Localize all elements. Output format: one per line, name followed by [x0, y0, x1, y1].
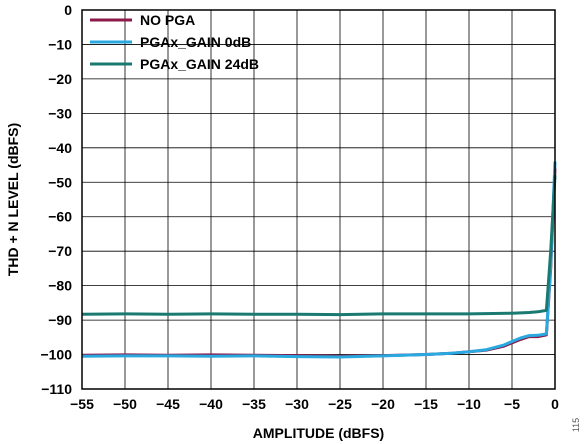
y-tick-label: −20	[48, 71, 72, 87]
y-tick-label: −50	[48, 174, 72, 190]
series-line	[81, 175, 557, 317]
y-tick-label: −10	[48, 36, 72, 52]
x-tick-label: 0	[551, 396, 559, 412]
series-line	[81, 168, 557, 358]
x-tick-label: −20	[371, 396, 395, 412]
x-axis-ticks: −55 −50 −45 −40 −35 −30 −25 −20 −15 −10 −5 0	[70, 396, 559, 412]
x-axis-label: AMPLITUDE (dBFS)	[253, 425, 384, 441]
plot-frame	[81, 9, 556, 390]
legend-label: NO PGA	[140, 12, 195, 28]
legend-label: PGAx_GAIN 0dB	[140, 34, 251, 50]
y-tick-label: −60	[48, 209, 72, 225]
y-tick-label: −70	[48, 243, 72, 259]
y-tick-label: −90	[48, 312, 72, 328]
x-tick-label: −45	[156, 396, 180, 412]
series-lines	[81, 161, 557, 359]
y-axis-ticks: 0 −10 −20 −30 −40 −50 −60 −70 −80 −90 −100 −110	[40, 2, 72, 397]
x-tick-label: −25	[328, 396, 352, 412]
y-tick-label: −100	[40, 347, 72, 363]
x-tick-label: −15	[414, 396, 438, 412]
x-tick-label: −50	[113, 396, 137, 412]
y-tick-label: −80	[48, 278, 72, 294]
y-tick-label: −110	[41, 381, 72, 397]
x-tick-label: −5	[504, 396, 520, 412]
x-tick-label: −40	[199, 396, 223, 412]
x-tick-label: −55	[70, 396, 94, 412]
series-line	[81, 161, 557, 359]
x-tick-label: −30	[285, 396, 309, 412]
x-tick-label: −10	[457, 396, 481, 412]
y-axis-label: THD + N LEVEL (dBFS)	[5, 123, 21, 276]
y-tick-label: −40	[48, 140, 72, 156]
y-tick-label: −30	[48, 105, 72, 121]
legend-label: PGAx_GAIN 24dB	[140, 56, 259, 72]
figure-id: 115	[571, 418, 581, 432]
y-tick-label: 0	[64, 2, 72, 18]
x-tick-label: −35	[242, 396, 266, 412]
legend: NO PGA PGAx_GAIN 0dB PGAx_GAIN 24dB	[90, 12, 259, 72]
